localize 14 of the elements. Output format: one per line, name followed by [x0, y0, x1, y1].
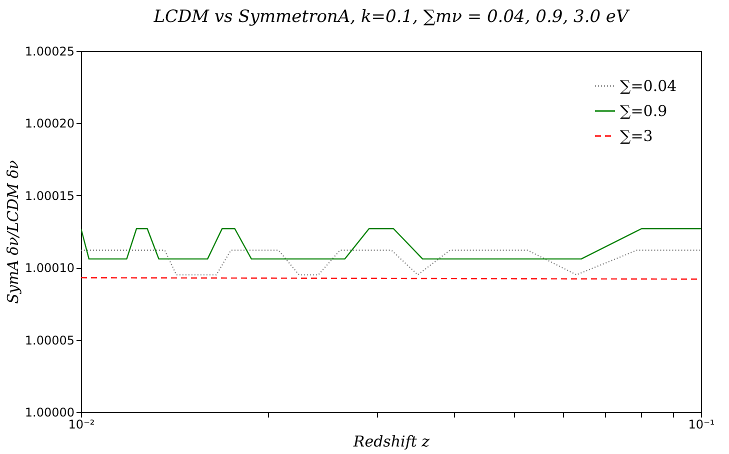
chart-title: LCDM vs SymmetronA, k=0.1, ∑mν = 0.04, 0.9, 3.0 eV [152, 7, 630, 27]
x-tick-label: 10⁻² [68, 418, 95, 432]
y-tick-label: 1.00020 [24, 116, 74, 131]
y-tick-label: 1.00000 [24, 406, 74, 420]
y-tick-label: 1.00005 [24, 333, 74, 348]
x-tick-label: 10⁻¹ [688, 418, 715, 432]
legend-label: ∑=0.04 [620, 77, 677, 95]
y-tick-label: 1.00025 [24, 44, 74, 58]
legend-label: ∑=0.9 [620, 102, 668, 120]
y-axis-title: SymA δν/LCDM δν [4, 160, 22, 304]
legend-label: ∑=3 [620, 127, 653, 145]
y-tick-label: 1.00010 [24, 261, 74, 276]
y-tick-label: 1.00015 [24, 188, 74, 203]
x-axis-title: Redshift z [352, 432, 430, 450]
